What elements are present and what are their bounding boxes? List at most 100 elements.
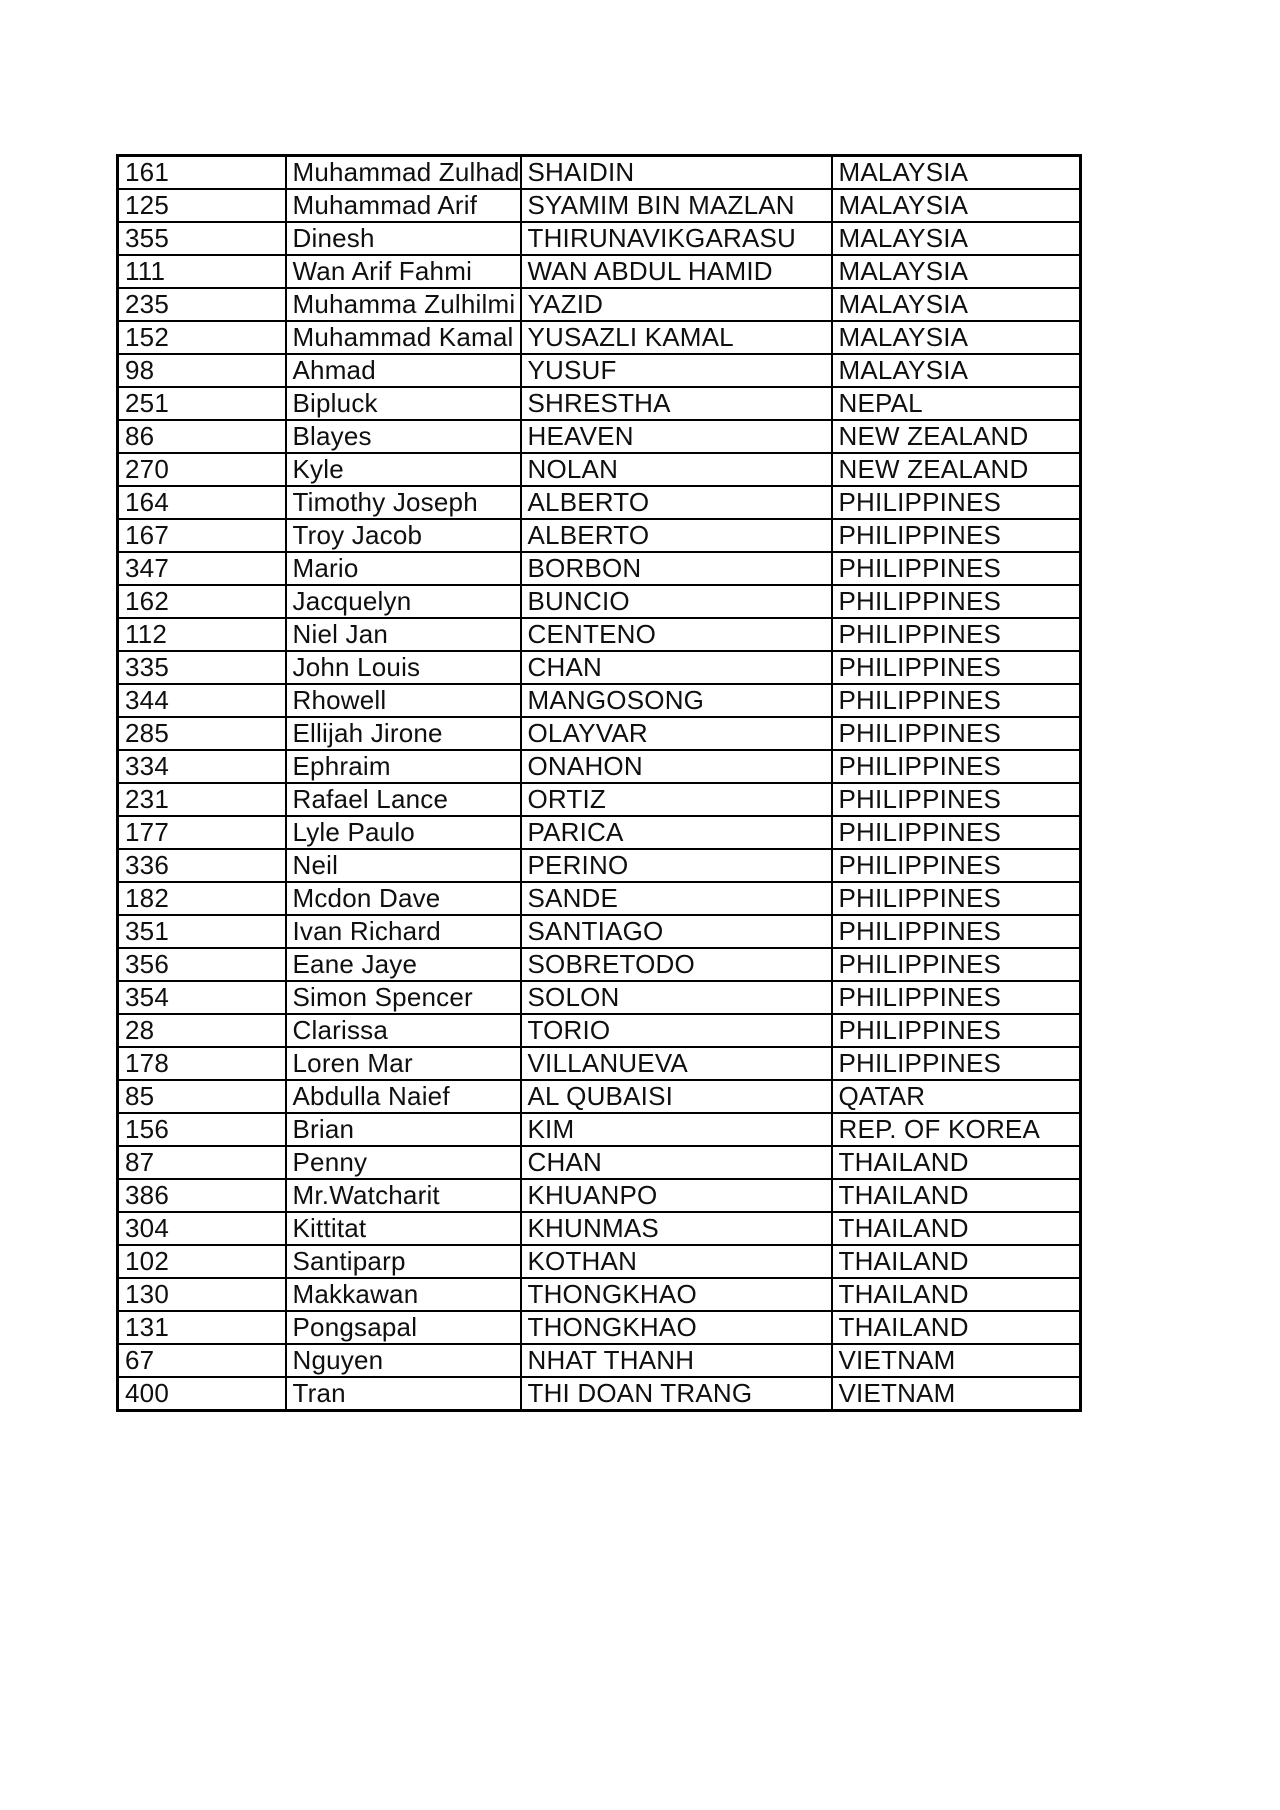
cell-last-name: KHUANPO [519,1178,833,1213]
table-row: 344 Rhowell MANGOSONG PHILIPPINES [116,683,1082,718]
table-row: 87 Penny CHAN THAILAND [116,1145,1082,1180]
cell-last-name: CHAN [519,1145,833,1180]
roster-body: 161 Muhammad Zulhad SHAIDIN MALAYSIA 125… [116,154,1082,1412]
cell-country: NEW ZEALAND [830,419,1082,454]
cell-first-name: Muhamma Zulhilmi [284,287,522,322]
cell-number: 156 [116,1112,287,1147]
cell-number: 356 [116,947,287,982]
cell-first-name: Troy Jacob [284,518,522,553]
cell-last-name: KIM [519,1112,833,1147]
table-row: 304 Kittitat KHUNMAS THAILAND [116,1211,1082,1246]
table-row: 67 Nguyen NHAT THANH VIETNAM [116,1343,1082,1378]
cell-country: MALAYSIA [830,221,1082,256]
cell-first-name: Ellijah Jirone [284,716,522,751]
cell-country: PHILIPPINES [830,485,1082,520]
cell-country: PHILIPPINES [830,914,1082,949]
cell-first-name: Niel Jan [284,617,522,652]
cell-country: QATAR [830,1079,1082,1114]
cell-number: 182 [116,881,287,916]
cell-country: PHILIPPINES [830,716,1082,751]
cell-number: 231 [116,782,287,817]
table-row: 334 Ephraim ONAHON PHILIPPINES [116,749,1082,784]
table-row: 356 Eane Jaye SOBRETODO PHILIPPINES [116,947,1082,982]
cell-last-name: VILLANUEVA [519,1046,833,1081]
table-row: 85 Abdulla Naief AL QUBAISI QATAR [116,1079,1082,1114]
cell-country: MALAYSIA [830,287,1082,322]
cell-first-name: Muhammad Zulhad [284,154,522,190]
cell-number: 355 [116,221,287,256]
cell-first-name: Mcdon Dave [284,881,522,916]
cell-last-name: YUSAZLI KAMAL [519,320,833,355]
cell-number: 162 [116,584,287,619]
table-row: 400 Tran THI DOAN TRANG VIETNAM [116,1376,1082,1412]
cell-first-name: Brian [284,1112,522,1147]
cell-last-name: SANTIAGO [519,914,833,949]
cell-country: VIETNAM [830,1376,1082,1412]
cell-first-name: Eane Jaye [284,947,522,982]
cell-first-name: Ivan Richard [284,914,522,949]
cell-last-name: YUSUF [519,353,833,388]
cell-last-name: BUNCIO [519,584,833,619]
cell-country: PHILIPPINES [830,947,1082,982]
cell-country: THAILAND [830,1244,1082,1279]
cell-country: PHILIPPINES [830,980,1082,1015]
cell-country: REP. OF KOREA [830,1112,1082,1147]
cell-first-name: Bipluck [284,386,522,421]
table-row: 251 Bipluck SHRESTHA NEPAL [116,386,1082,421]
cell-number: 304 [116,1211,287,1246]
cell-first-name: Penny [284,1145,522,1180]
cell-last-name: WAN ABDUL HAMID [519,254,833,289]
cell-last-name: TORIO [519,1013,833,1048]
table-row: 161 Muhammad Zulhad SHAIDIN MALAYSIA [116,154,1082,190]
cell-last-name: OLAYVAR [519,716,833,751]
cell-first-name: Kittitat [284,1211,522,1246]
table-row: 182 Mcdon Dave SANDE PHILIPPINES [116,881,1082,916]
cell-last-name: SHRESTHA [519,386,833,421]
table-row: 102 Santiparp KOTHAN THAILAND [116,1244,1082,1279]
cell-number: 336 [116,848,287,883]
table-row: 98 Ahmad YUSUF MALAYSIA [116,353,1082,388]
cell-last-name: SHAIDIN [519,154,833,190]
cell-number: 386 [116,1178,287,1213]
cell-first-name: Kyle [284,452,522,487]
cell-number: 131 [116,1310,287,1345]
cell-number: 111 [116,254,287,289]
cell-first-name: Mr.Watcharit [284,1178,522,1213]
cell-number: 251 [116,386,287,421]
cell-first-name: Ahmad [284,353,522,388]
cell-country: THAILAND [830,1145,1082,1180]
cell-first-name: Nguyen [284,1343,522,1378]
cell-last-name: AL QUBAISI [519,1079,833,1114]
cell-number: 354 [116,980,287,1015]
cell-first-name: Mario [284,551,522,586]
cell-first-name: Blayes [284,419,522,454]
table-row: 130 Makkawan THONGKHAO THAILAND [116,1277,1082,1312]
table-row: 335 John Louis CHAN PHILIPPINES [116,650,1082,685]
cell-last-name: ORTIZ [519,782,833,817]
cell-last-name: MANGOSONG [519,683,833,718]
cell-number: 335 [116,650,287,685]
cell-last-name: YAZID [519,287,833,322]
cell-last-name: SANDE [519,881,833,916]
cell-country: PHILIPPINES [830,518,1082,553]
cell-last-name: ALBERTO [519,485,833,520]
cell-last-name: PERINO [519,848,833,883]
cell-last-name: CENTENO [519,617,833,652]
cell-first-name: Tran [284,1376,522,1412]
cell-country: THAILAND [830,1277,1082,1312]
cell-first-name: Neil [284,848,522,883]
table-row: 156 Brian KIM REP. OF KOREA [116,1112,1082,1147]
cell-country: MALAYSIA [830,320,1082,355]
table-row: 28 Clarissa TORIO PHILIPPINES [116,1013,1082,1048]
cell-last-name: SOLON [519,980,833,1015]
cell-first-name: Muhammad Arif [284,188,522,223]
cell-number: 344 [116,683,287,718]
cell-first-name: Ephraim [284,749,522,784]
cell-last-name: THONGKHAO [519,1310,833,1345]
cell-first-name: Rafael Lance [284,782,522,817]
cell-last-name: KHUNMAS [519,1211,833,1246]
cell-last-name: SYAMIM BIN MAZLAN [519,188,833,223]
table-row: 152 Muhammad Kamal YUSAZLI KAMAL MALAYSI… [116,320,1082,355]
table-row: 131 Pongsapal THONGKHAO THAILAND [116,1310,1082,1345]
